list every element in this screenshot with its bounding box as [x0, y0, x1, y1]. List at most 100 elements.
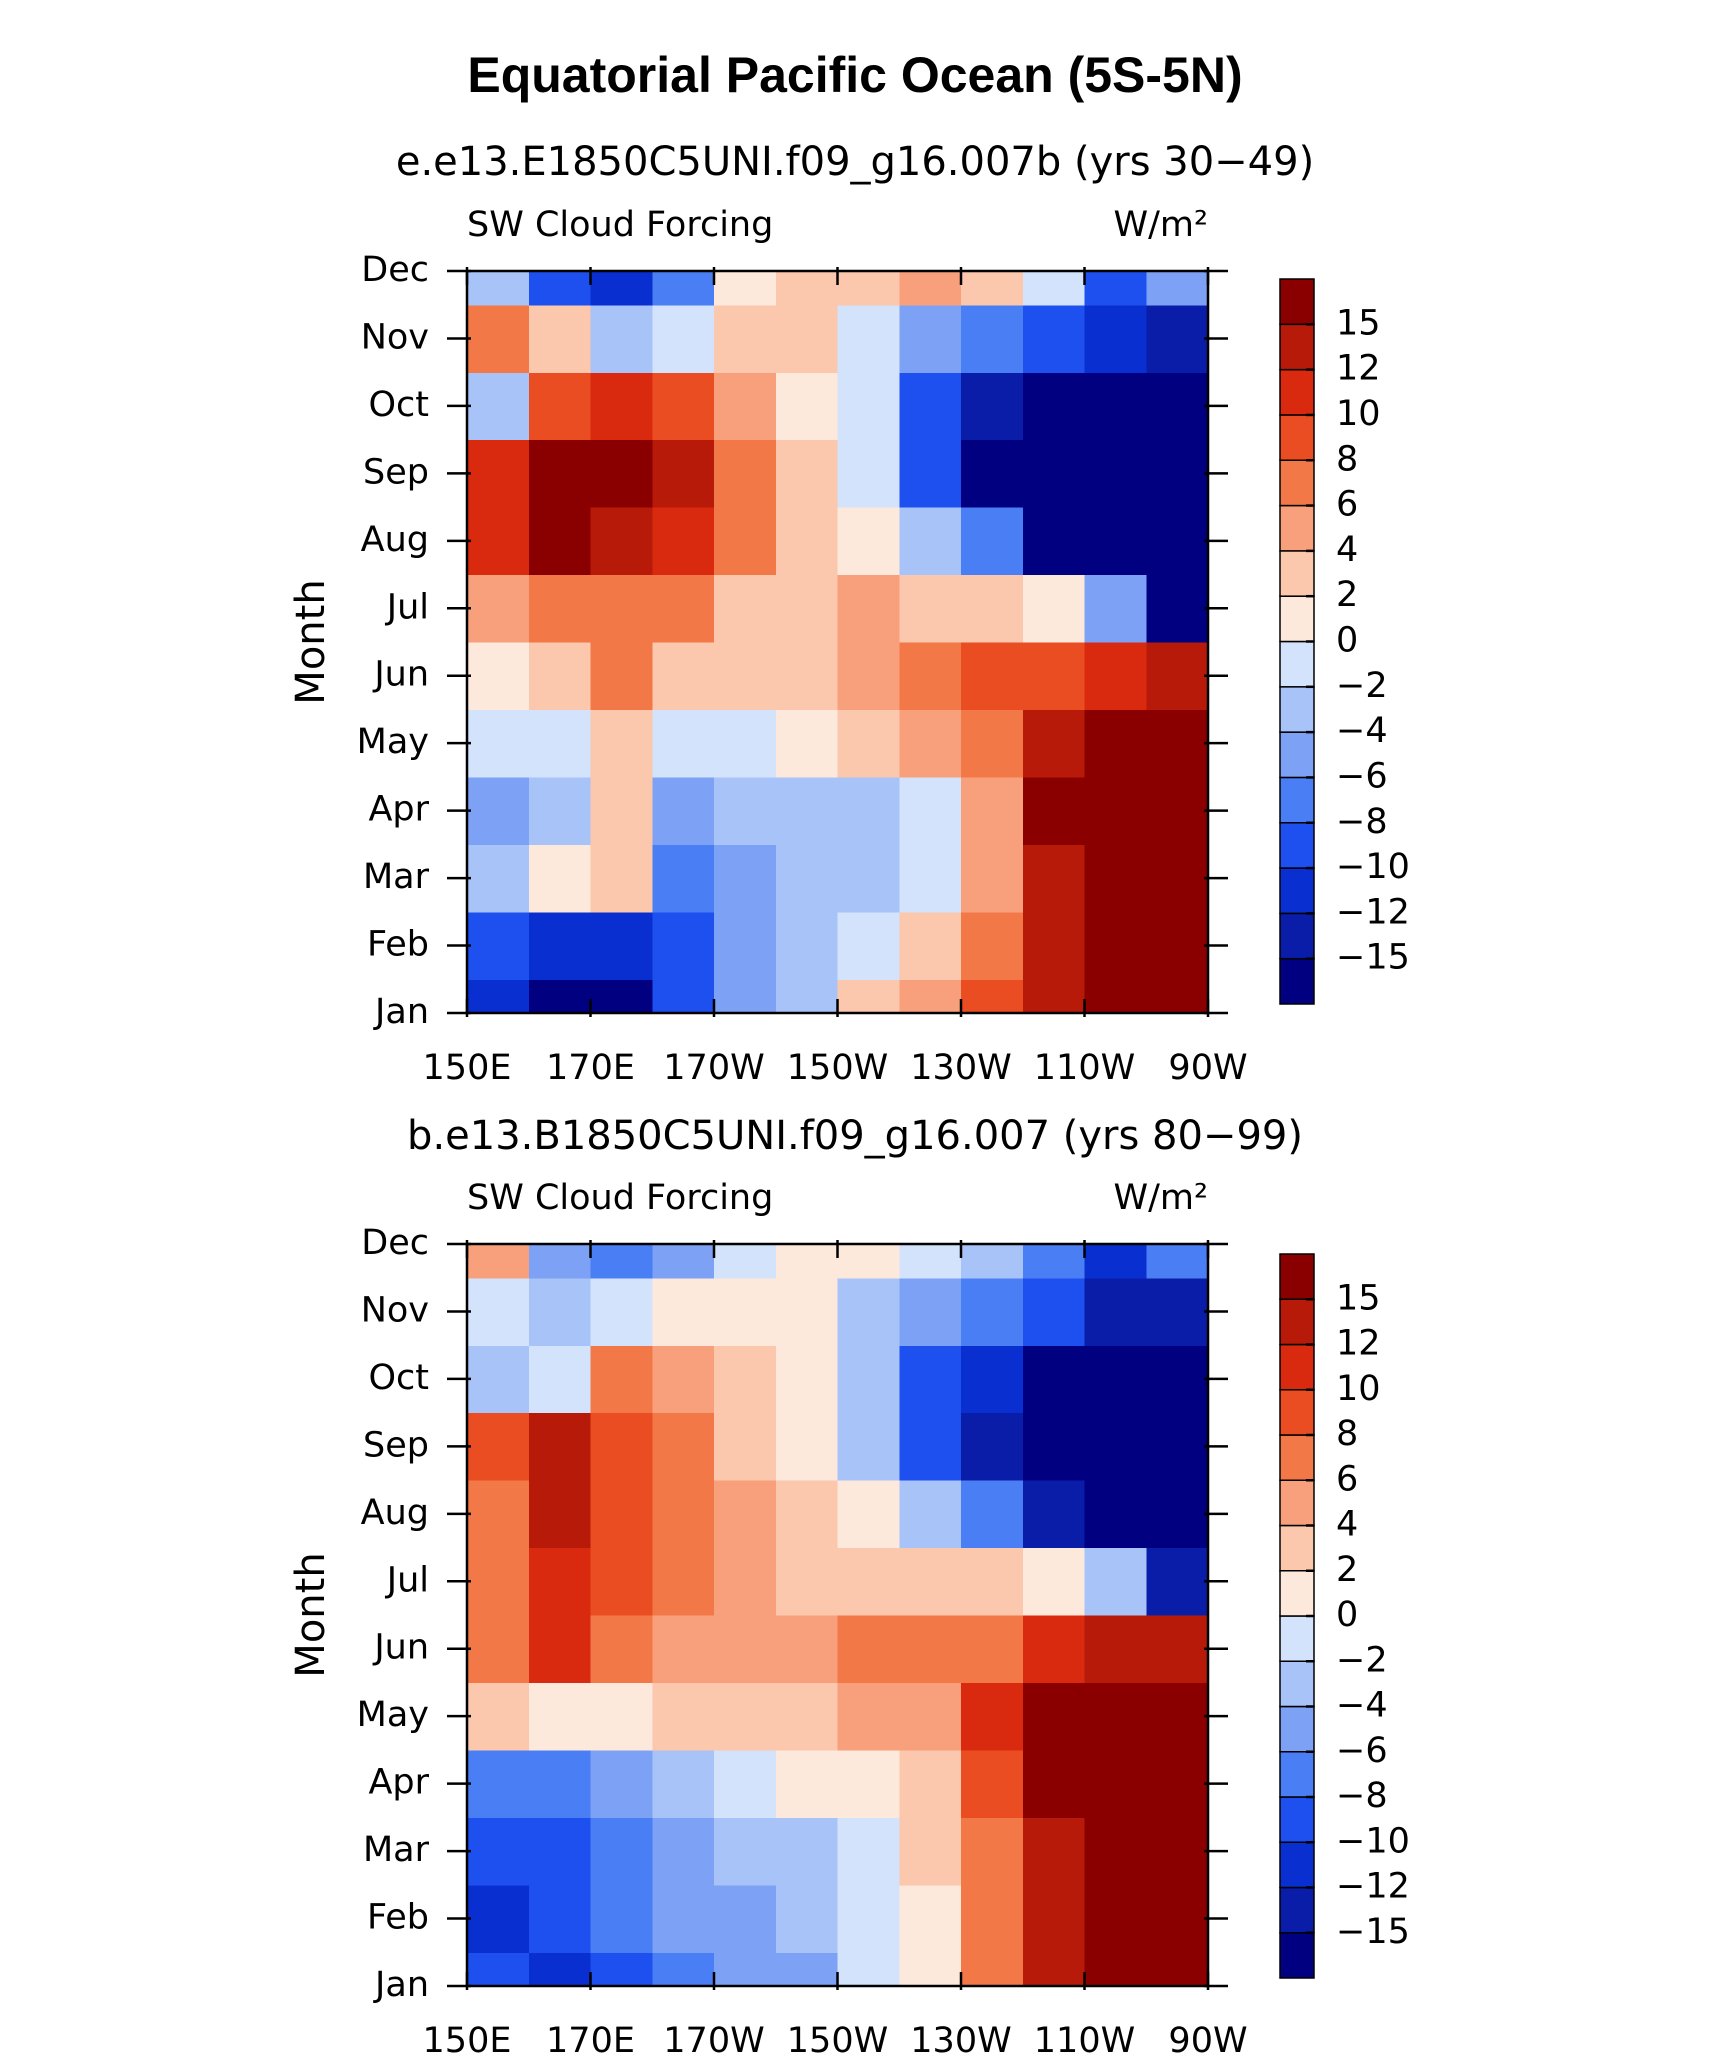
- x-tick-label: 170W: [663, 1048, 764, 1088]
- cell: [467, 1480, 530, 1549]
- cell: [467, 1682, 530, 1751]
- cell: [1084, 1615, 1147, 1684]
- cell: [899, 1682, 962, 1751]
- cell: [1084, 911, 1147, 980]
- cell: [590, 574, 653, 643]
- cell: [1146, 1345, 1209, 1414]
- colorbar-label: −15: [1336, 938, 1410, 978]
- cell: [714, 507, 777, 576]
- cell: [467, 1277, 530, 1346]
- cell: [775, 709, 839, 778]
- y-tick-label: Oct: [368, 385, 429, 425]
- cell: [590, 1480, 653, 1549]
- cell: [1146, 574, 1209, 643]
- cell: [1146, 776, 1209, 845]
- y-tick-label: Sep: [363, 1425, 429, 1465]
- colorbar-label: −2: [1336, 1640, 1388, 1680]
- cell: [1084, 1749, 1147, 1818]
- cell: [714, 1749, 777, 1818]
- cell: [714, 1682, 777, 1751]
- x-tick-label: 110W: [1034, 1048, 1135, 1088]
- cell: [899, 1244, 962, 1279]
- cell: [714, 1244, 777, 1279]
- cell: [775, 1244, 839, 1279]
- cell: [899, 304, 962, 373]
- cell: [467, 844, 530, 913]
- cell: [837, 1749, 900, 1818]
- cell: [714, 844, 777, 913]
- cell: [1022, 304, 1086, 373]
- y-axis-label: Month: [288, 1552, 334, 1677]
- cell: [775, 1412, 839, 1481]
- cell: [837, 1952, 900, 1987]
- cell: [1146, 1244, 1209, 1279]
- cell: [961, 1682, 1024, 1751]
- cell: [961, 1884, 1024, 1953]
- colorbar-box: [1279, 776, 1315, 824]
- cell: [961, 1277, 1024, 1346]
- cell: [775, 911, 839, 980]
- cell: [528, 1615, 592, 1684]
- cell: [467, 439, 530, 508]
- cell: [528, 1817, 592, 1886]
- cell: [1022, 439, 1086, 508]
- colorbar-label: 15: [1336, 303, 1381, 343]
- cell: [961, 372, 1024, 441]
- colorbar-box: [1279, 368, 1315, 416]
- cell: [590, 1749, 653, 1818]
- x-tick-label: 110W: [1034, 2021, 1135, 2061]
- cell: [961, 709, 1024, 778]
- x-tick-label: 150W: [787, 1048, 888, 1088]
- left-string: SW Cloud Forcing: [467, 205, 773, 245]
- cell: [528, 642, 592, 711]
- colorbar-label: 6: [1336, 485, 1358, 525]
- cell: [1022, 1244, 1086, 1279]
- cell: [590, 844, 653, 913]
- panel-title: e.e13.E1850C5UNI.f09_g16.007b (yrs 30−49…: [396, 139, 1314, 185]
- colorbar-label: −12: [1336, 892, 1410, 932]
- y-tick-label: Apr: [368, 1763, 429, 1803]
- cell: [528, 372, 592, 441]
- cell: [714, 304, 777, 373]
- cell: [775, 1547, 839, 1616]
- colorbar-box: [1279, 278, 1315, 326]
- cell: [652, 1277, 715, 1346]
- cell: [961, 1244, 1024, 1279]
- cell: [714, 642, 777, 711]
- cell: [775, 642, 839, 711]
- cell: [961, 1817, 1024, 1886]
- cell: [528, 507, 592, 576]
- y-tick-label: Jun: [372, 655, 429, 695]
- cell: [775, 271, 839, 306]
- cell: [590, 507, 653, 576]
- cell: [1146, 1749, 1209, 1818]
- colorbar-label: 4: [1336, 530, 1358, 570]
- cell: [528, 1412, 592, 1481]
- cell: [652, 574, 715, 643]
- cell: [590, 1817, 653, 1886]
- cell: [714, 1480, 777, 1549]
- cell: [528, 1480, 592, 1549]
- cell: [1146, 1615, 1209, 1684]
- colorbar-box: [1279, 1479, 1315, 1527]
- y-tick-label: Jun: [372, 1628, 429, 1668]
- cell: [528, 1884, 592, 1953]
- cell: [775, 979, 839, 1014]
- cell: [528, 844, 592, 913]
- cell: [899, 1412, 962, 1481]
- cell: [899, 776, 962, 845]
- cell: [775, 304, 839, 373]
- cell: [775, 574, 839, 643]
- cell: [775, 1682, 839, 1751]
- cell: [1146, 439, 1209, 508]
- cell: [899, 1817, 962, 1886]
- cell: [1022, 1480, 1086, 1549]
- cell: [837, 1547, 900, 1616]
- colorbar-label: −4: [1336, 1686, 1388, 1726]
- y-tick-label: Mar: [363, 1830, 430, 1870]
- cell: [590, 1952, 653, 1987]
- cell: [714, 372, 777, 441]
- x-tick-label: 170E: [546, 1048, 635, 1088]
- cell: [837, 507, 900, 576]
- cell: [590, 776, 653, 845]
